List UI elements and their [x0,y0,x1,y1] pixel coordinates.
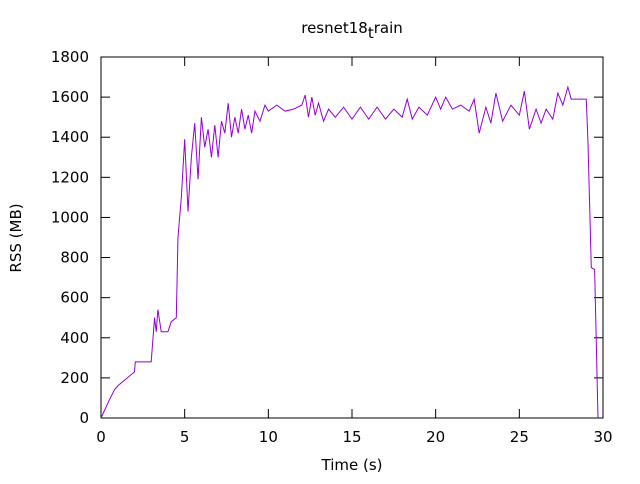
x-tick-label: 0 [96,428,106,446]
x-tick-label: 5 [180,428,190,446]
chart-title: resnet18train [301,19,403,42]
y-tick-label: 1000 [51,208,89,226]
y-tick-label: 600 [60,289,89,307]
y-tick-label: 0 [79,409,89,427]
y-tick-label: 1800 [51,48,89,66]
y-axis-label: RSS (MB) [7,203,25,272]
x-tick-label: 20 [426,428,445,446]
x-tick-label: 15 [342,428,361,446]
x-axis-label: Time (s) [321,456,383,474]
x-tick-label: 10 [259,428,278,446]
data-line [100,85,599,419]
y-tick-label: 800 [60,249,89,267]
y-tick-label: 400 [60,329,89,347]
y-tick-label: 1600 [51,88,89,106]
y-tick-label: 1400 [51,128,89,146]
y-tick-label: 1200 [51,168,89,186]
x-tick-label: 25 [510,428,529,446]
y-tick-label: 200 [60,369,89,387]
x-tick-label: 30 [593,428,612,446]
